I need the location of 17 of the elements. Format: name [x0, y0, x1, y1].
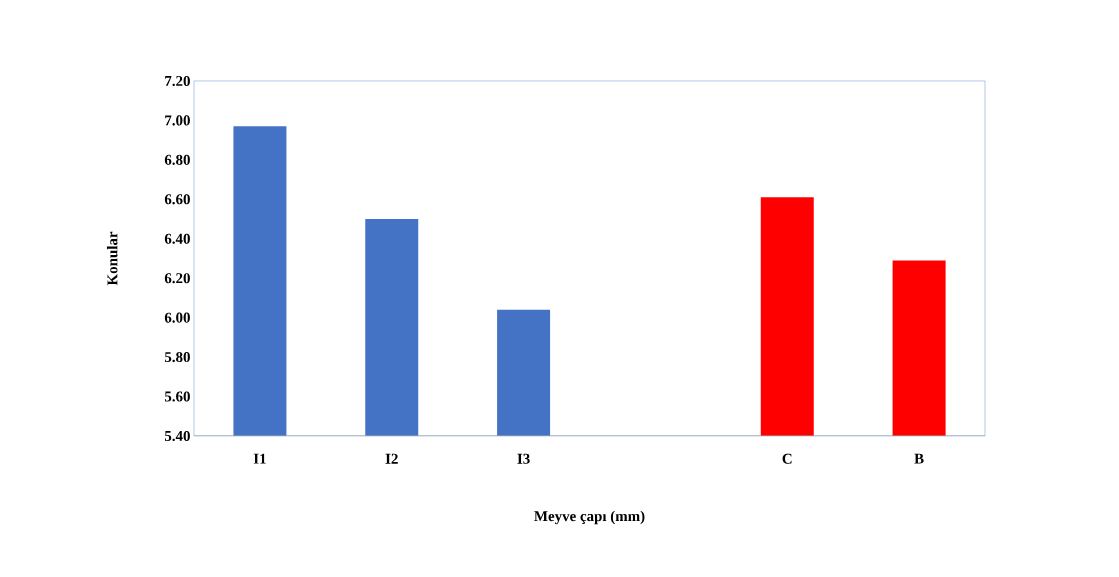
x-tick-label: I2 [385, 453, 398, 464]
y-tick-label: 5.60 [164, 391, 190, 402]
y-axis-title: Konular [106, 231, 118, 286]
y-tick-label: 5.80 [164, 352, 190, 363]
y-tick-label: 6.40 [164, 233, 190, 244]
x-tick-label: B [914, 453, 924, 464]
x-tick-label: I1 [253, 453, 266, 464]
y-tick-label: 6.20 [164, 273, 190, 284]
y-tick-label: 7.20 [165, 75, 190, 87]
y-tick-label: 5.40 [164, 430, 190, 442]
x-axis-title: Meyve çapı (mm) [534, 510, 645, 525]
y-tick-label: 6.00 [164, 312, 190, 323]
x-tick-label: C [782, 453, 792, 464]
y-tick-label: 6.60 [164, 194, 190, 205]
x-tick-label: I3 [517, 453, 530, 464]
y-tick-label: 7.00 [165, 115, 190, 126]
y-tick-label: 6.80 [164, 154, 190, 165]
